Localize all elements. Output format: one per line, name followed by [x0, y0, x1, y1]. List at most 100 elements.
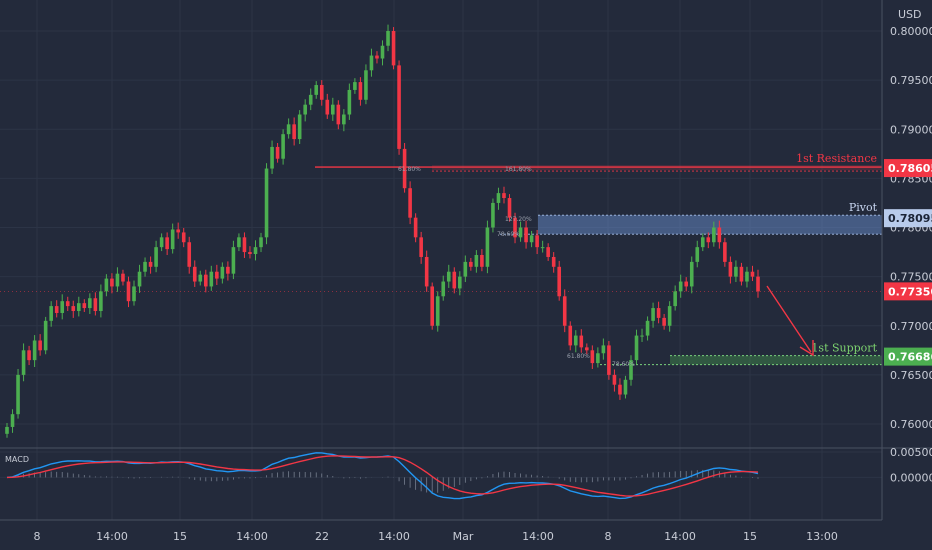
candle — [364, 70, 368, 100]
candle — [203, 274, 208, 287]
candle — [110, 278, 114, 287]
candle — [38, 340, 42, 351]
candle — [546, 247, 550, 257]
candle — [286, 124, 291, 135]
fib-label: 78.60% — [497, 231, 520, 238]
candle — [319, 85, 324, 100]
x-tick-label: 14:00 — [378, 530, 410, 543]
candle — [237, 237, 241, 248]
candle — [143, 261, 147, 272]
candle — [336, 104, 341, 125]
pivot-badge-text: 0.78095 — [888, 212, 932, 225]
candle — [358, 82, 363, 100]
y-tick-label: 0.77000 — [890, 320, 932, 333]
candle — [148, 261, 153, 267]
candle — [634, 335, 639, 361]
candle — [518, 227, 523, 238]
annotations: 61.80% 161.80% 127.20% 78.60% 61.80% 78.60% 1s… — [398, 152, 878, 368]
support-label: 1st Support — [811, 342, 877, 355]
candle — [281, 134, 285, 159]
candle — [159, 237, 164, 248]
candle — [684, 281, 689, 287]
candle — [712, 227, 716, 243]
macd-pane — [6, 452, 759, 500]
candle — [717, 227, 722, 243]
candle — [43, 320, 48, 351]
candle — [248, 252, 252, 255]
macd-tick-label: 0.00500 — [890, 446, 932, 459]
candle — [386, 31, 390, 46]
candle — [700, 237, 705, 248]
fib-label: 61.80% — [567, 353, 590, 360]
x-tick-label: 22 — [315, 530, 329, 543]
target-arrow-shaft — [766, 285, 812, 353]
candle — [342, 114, 346, 125]
fib-label: 61.80% — [398, 166, 421, 173]
level-zones — [0, 165, 882, 366]
candle — [463, 261, 468, 277]
macd-signal-line — [6, 455, 759, 497]
candle — [750, 271, 755, 277]
candle — [491, 202, 495, 228]
macd-tick-label: 0.00000 — [890, 471, 932, 484]
candle — [264, 168, 269, 238]
candle — [408, 188, 412, 218]
x-tick-label: 14:00 — [236, 530, 268, 543]
candle — [430, 286, 434, 326]
candle — [132, 286, 136, 302]
candle — [480, 255, 484, 267]
candle — [689, 261, 694, 287]
candle — [369, 55, 374, 71]
candle — [65, 301, 70, 307]
candle — [209, 271, 214, 287]
candle — [458, 276, 462, 289]
candle — [270, 146, 274, 169]
x-tick-label: 13:00 — [806, 530, 838, 543]
x-tick-label: 14:00 — [96, 530, 128, 543]
candle — [734, 266, 738, 277]
candle — [535, 235, 539, 248]
candle — [314, 85, 319, 95]
currency-label: USD — [898, 8, 922, 21]
candle — [607, 345, 611, 375]
candle — [723, 242, 727, 262]
candle — [745, 271, 749, 282]
candle — [71, 306, 76, 312]
candle — [562, 296, 567, 326]
candle — [93, 298, 98, 312]
candle — [126, 281, 131, 302]
candle — [60, 301, 65, 313]
candle — [424, 256, 429, 287]
candle — [590, 350, 595, 364]
candle — [242, 237, 247, 253]
candle — [27, 350, 31, 361]
candle — [513, 217, 517, 238]
resistance-label: 1st Resistance — [796, 152, 877, 165]
candle — [76, 303, 81, 312]
candle — [154, 247, 158, 267]
candle — [380, 45, 385, 59]
target-arrow-head — [799, 340, 814, 357]
fib-label: 78.60% — [612, 361, 635, 368]
candle — [303, 104, 307, 115]
candle — [651, 308, 655, 321]
candle — [529, 235, 534, 243]
candle — [441, 281, 446, 297]
candle — [16, 374, 20, 415]
candle — [667, 306, 672, 326]
candle — [728, 261, 733, 277]
candle — [226, 266, 230, 274]
y-tick-label: 0.76000 — [890, 418, 932, 431]
candle — [198, 274, 203, 282]
candle — [347, 89, 352, 115]
grid — [0, 0, 882, 520]
candle — [557, 266, 562, 297]
y-tick-label: 0.79000 — [890, 123, 932, 136]
candle — [474, 255, 479, 267]
candle — [231, 247, 236, 274]
candle — [5, 426, 9, 434]
candle — [452, 271, 457, 289]
candle — [165, 237, 169, 250]
